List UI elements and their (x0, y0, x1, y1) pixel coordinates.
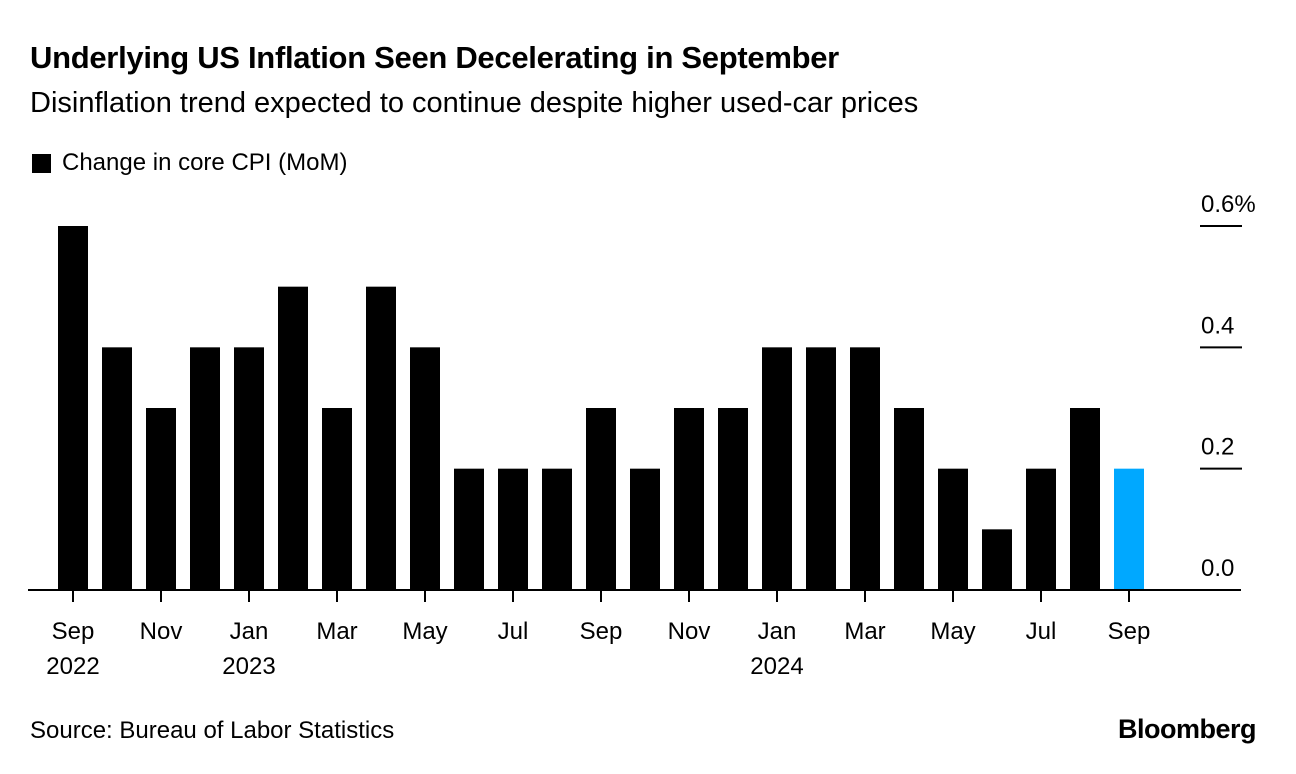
bar-11 (498, 468, 528, 590)
legend: Change in core CPI (MoM) (32, 149, 347, 177)
x-tick-label-2: Jan (230, 618, 269, 645)
bar-3 (146, 408, 176, 590)
bar-16 (718, 408, 748, 590)
bar-13 (586, 408, 616, 590)
y-tick-label-2: 0.4 (1201, 312, 1234, 339)
bars-group (58, 226, 1144, 590)
x-tick-label-4: May (402, 618, 447, 645)
bar-2 (102, 347, 132, 590)
x-tick-label-5: Jul (498, 618, 529, 645)
bar-1 (58, 226, 88, 590)
bar-21 (938, 468, 968, 590)
bar-12 (542, 468, 572, 590)
bar-15 (674, 408, 704, 590)
x-tick-label-6: Sep (580, 618, 623, 645)
bar-14 (630, 468, 660, 590)
bar-22 (982, 529, 1012, 590)
x-tick-label-3: Mar (316, 618, 357, 645)
chart-title: Underlying US Inflation Seen Deceleratin… (30, 40, 839, 75)
bar-5 (234, 347, 264, 590)
bar-17 (762, 347, 792, 590)
y-tick-label-1: 0.2 (1201, 434, 1234, 461)
x-tick-label-12: Sep (1108, 618, 1151, 645)
y-tick-label-0: 0.0 (1201, 555, 1234, 582)
y-axis: 0.0 0.2 0.4 0.6% (1200, 191, 1256, 582)
bar-19 (850, 347, 880, 590)
bar-6 (278, 286, 308, 590)
bar-23 (1026, 468, 1056, 590)
x-year-label-8: 2024 (750, 653, 803, 680)
bar-25 (1114, 468, 1144, 590)
y-tick-label-3: 0.6% (1201, 191, 1256, 218)
x-axis: Sep 2022 Nov Jan 2023 Mar May Jul Sep Nov Jan 2024 M… (28, 589, 1241, 680)
x-tick-label-7: Nov (668, 618, 711, 645)
x-tick-label-8: Jan (758, 618, 797, 645)
bar-8 (366, 286, 396, 590)
bar-9 (410, 347, 440, 590)
bar-20 (894, 408, 924, 590)
bar-10 (454, 468, 484, 590)
source-note: Source: Bureau of Labor Statistics (30, 717, 395, 744)
x-tick-label-11: Jul (1026, 618, 1057, 645)
x-tick-label-1: Nov (140, 618, 183, 645)
bar-24 (1070, 408, 1100, 590)
x-year-label-2: 2023 (222, 653, 275, 680)
legend-label: Change in core CPI (MoM) (62, 149, 348, 176)
x-tick-label-9: Mar (844, 618, 885, 645)
bloomberg-logo: Bloomberg (1117, 714, 1257, 744)
bar-7 (322, 408, 352, 590)
bar-18 (806, 347, 836, 590)
bar-4 (190, 347, 220, 590)
x-year-label-0: 2022 (46, 653, 99, 680)
x-tick-label-0: Sep (52, 618, 95, 645)
legend-swatch (32, 153, 51, 173)
x-tick-label-10: May (930, 618, 975, 645)
chart-subtitle: Disinflation trend expected to continue … (30, 87, 919, 119)
